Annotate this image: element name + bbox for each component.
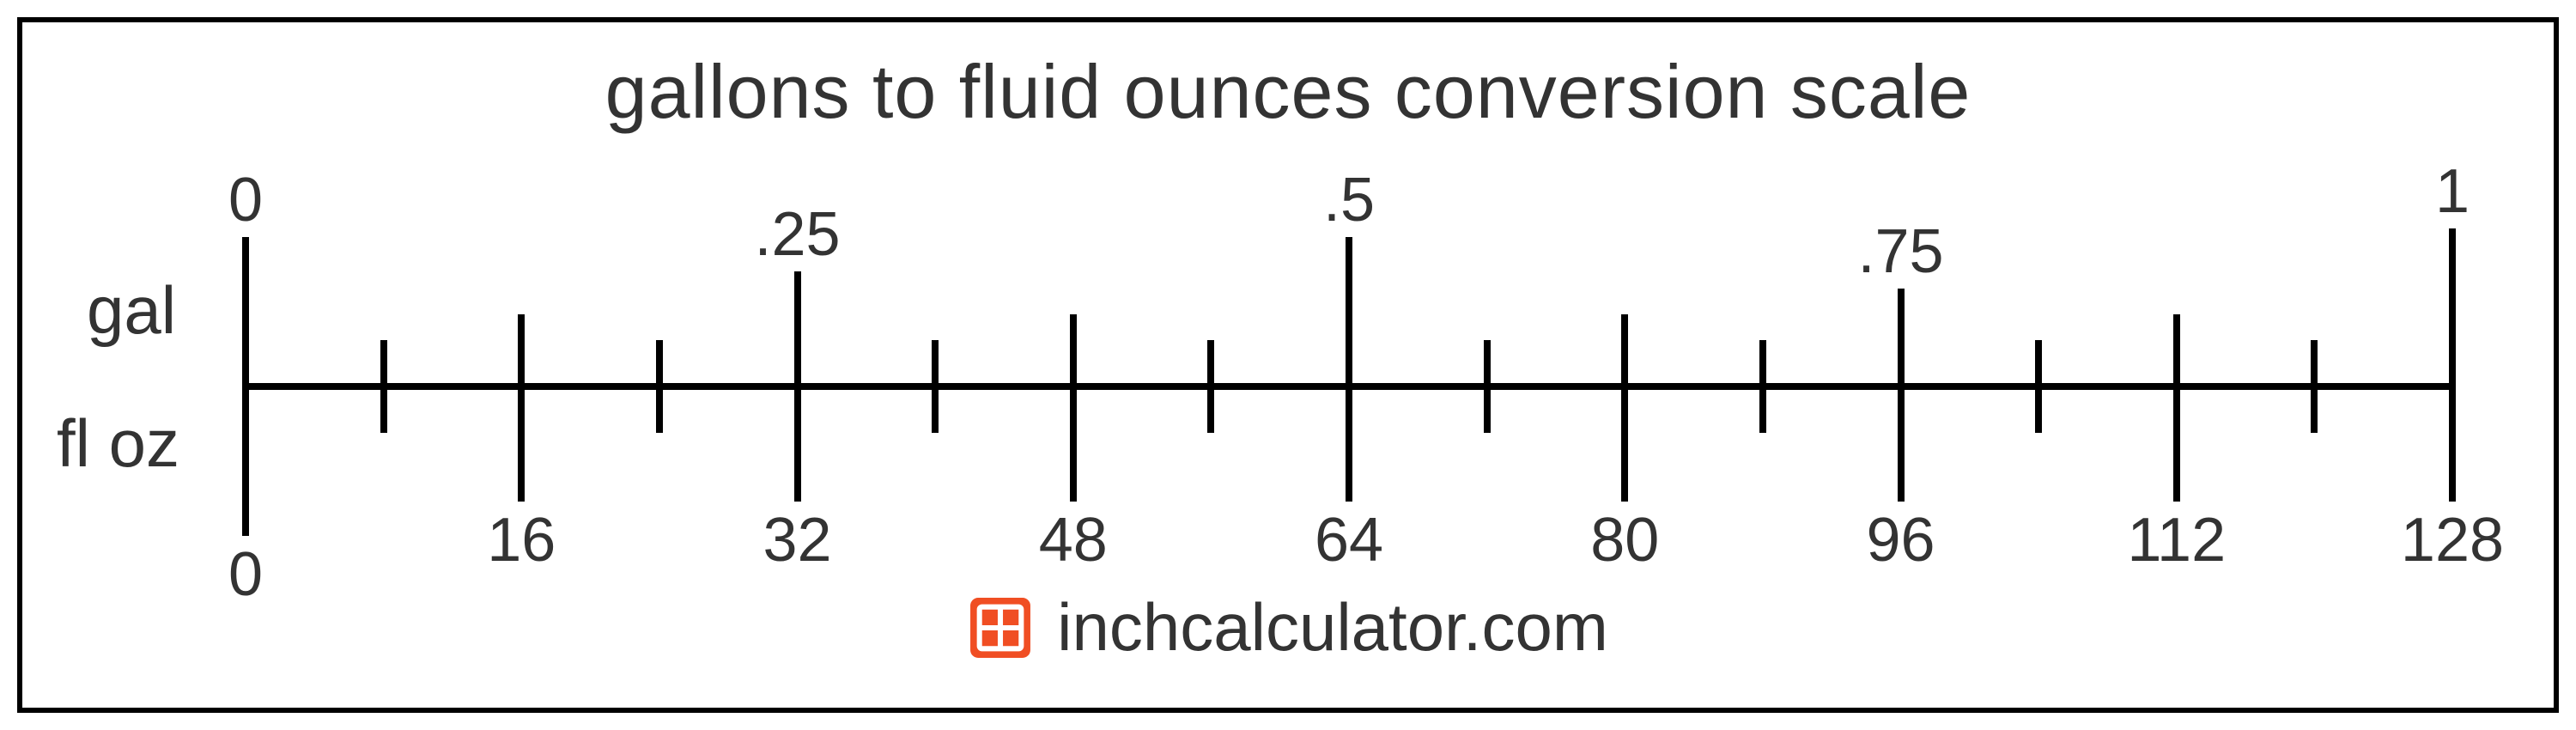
tick-bottom <box>242 383 249 536</box>
tick-bottom <box>1898 383 1905 502</box>
footer: inchcalculator.com <box>22 588 2554 666</box>
tick-bottom <box>1621 383 1628 502</box>
tick-top <box>242 237 249 390</box>
tick-top <box>518 314 525 390</box>
bottom-unit-label: fl oz <box>57 405 179 483</box>
tick-bottom <box>1759 383 1766 433</box>
diagram-title: gallons to fluid ounces conversion scale <box>22 48 2554 136</box>
tick-top <box>1070 314 1077 390</box>
tick-top <box>2449 228 2456 390</box>
tick-bottom <box>380 383 387 433</box>
tick-top <box>2173 314 2180 390</box>
tick-bottom <box>2449 383 2456 502</box>
floz-tick-label: 48 <box>1039 505 1108 575</box>
floz-tick-label: 16 <box>487 505 556 575</box>
tick-top <box>794 271 801 390</box>
floz-tick-label: 96 <box>1866 505 1935 575</box>
gal-tick-label: 0 <box>228 165 263 235</box>
tick-bottom <box>932 383 939 433</box>
gal-tick-label: .25 <box>754 199 840 270</box>
tick-top <box>1621 314 1628 390</box>
tick-bottom <box>656 383 663 433</box>
gal-tick-label: 1 <box>2435 156 2470 227</box>
tick-bottom <box>794 383 801 502</box>
calculator-icon <box>968 595 1033 660</box>
tick-bottom <box>2311 383 2318 433</box>
tick-bottom <box>1346 383 1352 502</box>
floz-tick-label: 128 <box>2401 505 2504 575</box>
tick-bottom <box>2173 383 2180 502</box>
floz-tick-label: 80 <box>1590 505 1659 575</box>
gal-tick-label: .75 <box>1857 216 1943 287</box>
tick-top <box>1898 289 1905 390</box>
footer-text: inchcalculator.com <box>1057 588 1608 666</box>
tick-bottom <box>1207 383 1214 433</box>
floz-tick-label: 64 <box>1315 505 1383 575</box>
gal-tick-label: .5 <box>1323 165 1375 235</box>
floz-tick-label: 112 <box>2127 505 2226 575</box>
tick-bottom <box>518 383 525 502</box>
tick-top <box>1346 237 1352 390</box>
conversion-scale: gal fl oz 0.25.5.7510163248648096112128 <box>22 160 2554 555</box>
tick-bottom <box>2035 383 2042 433</box>
top-unit-label: gal <box>87 271 176 350</box>
tick-bottom <box>1070 383 1077 502</box>
floz-tick-label: 32 <box>762 505 831 575</box>
tick-bottom <box>1484 383 1491 433</box>
diagram-frame: gallons to fluid ounces conversion scale… <box>17 17 2559 713</box>
